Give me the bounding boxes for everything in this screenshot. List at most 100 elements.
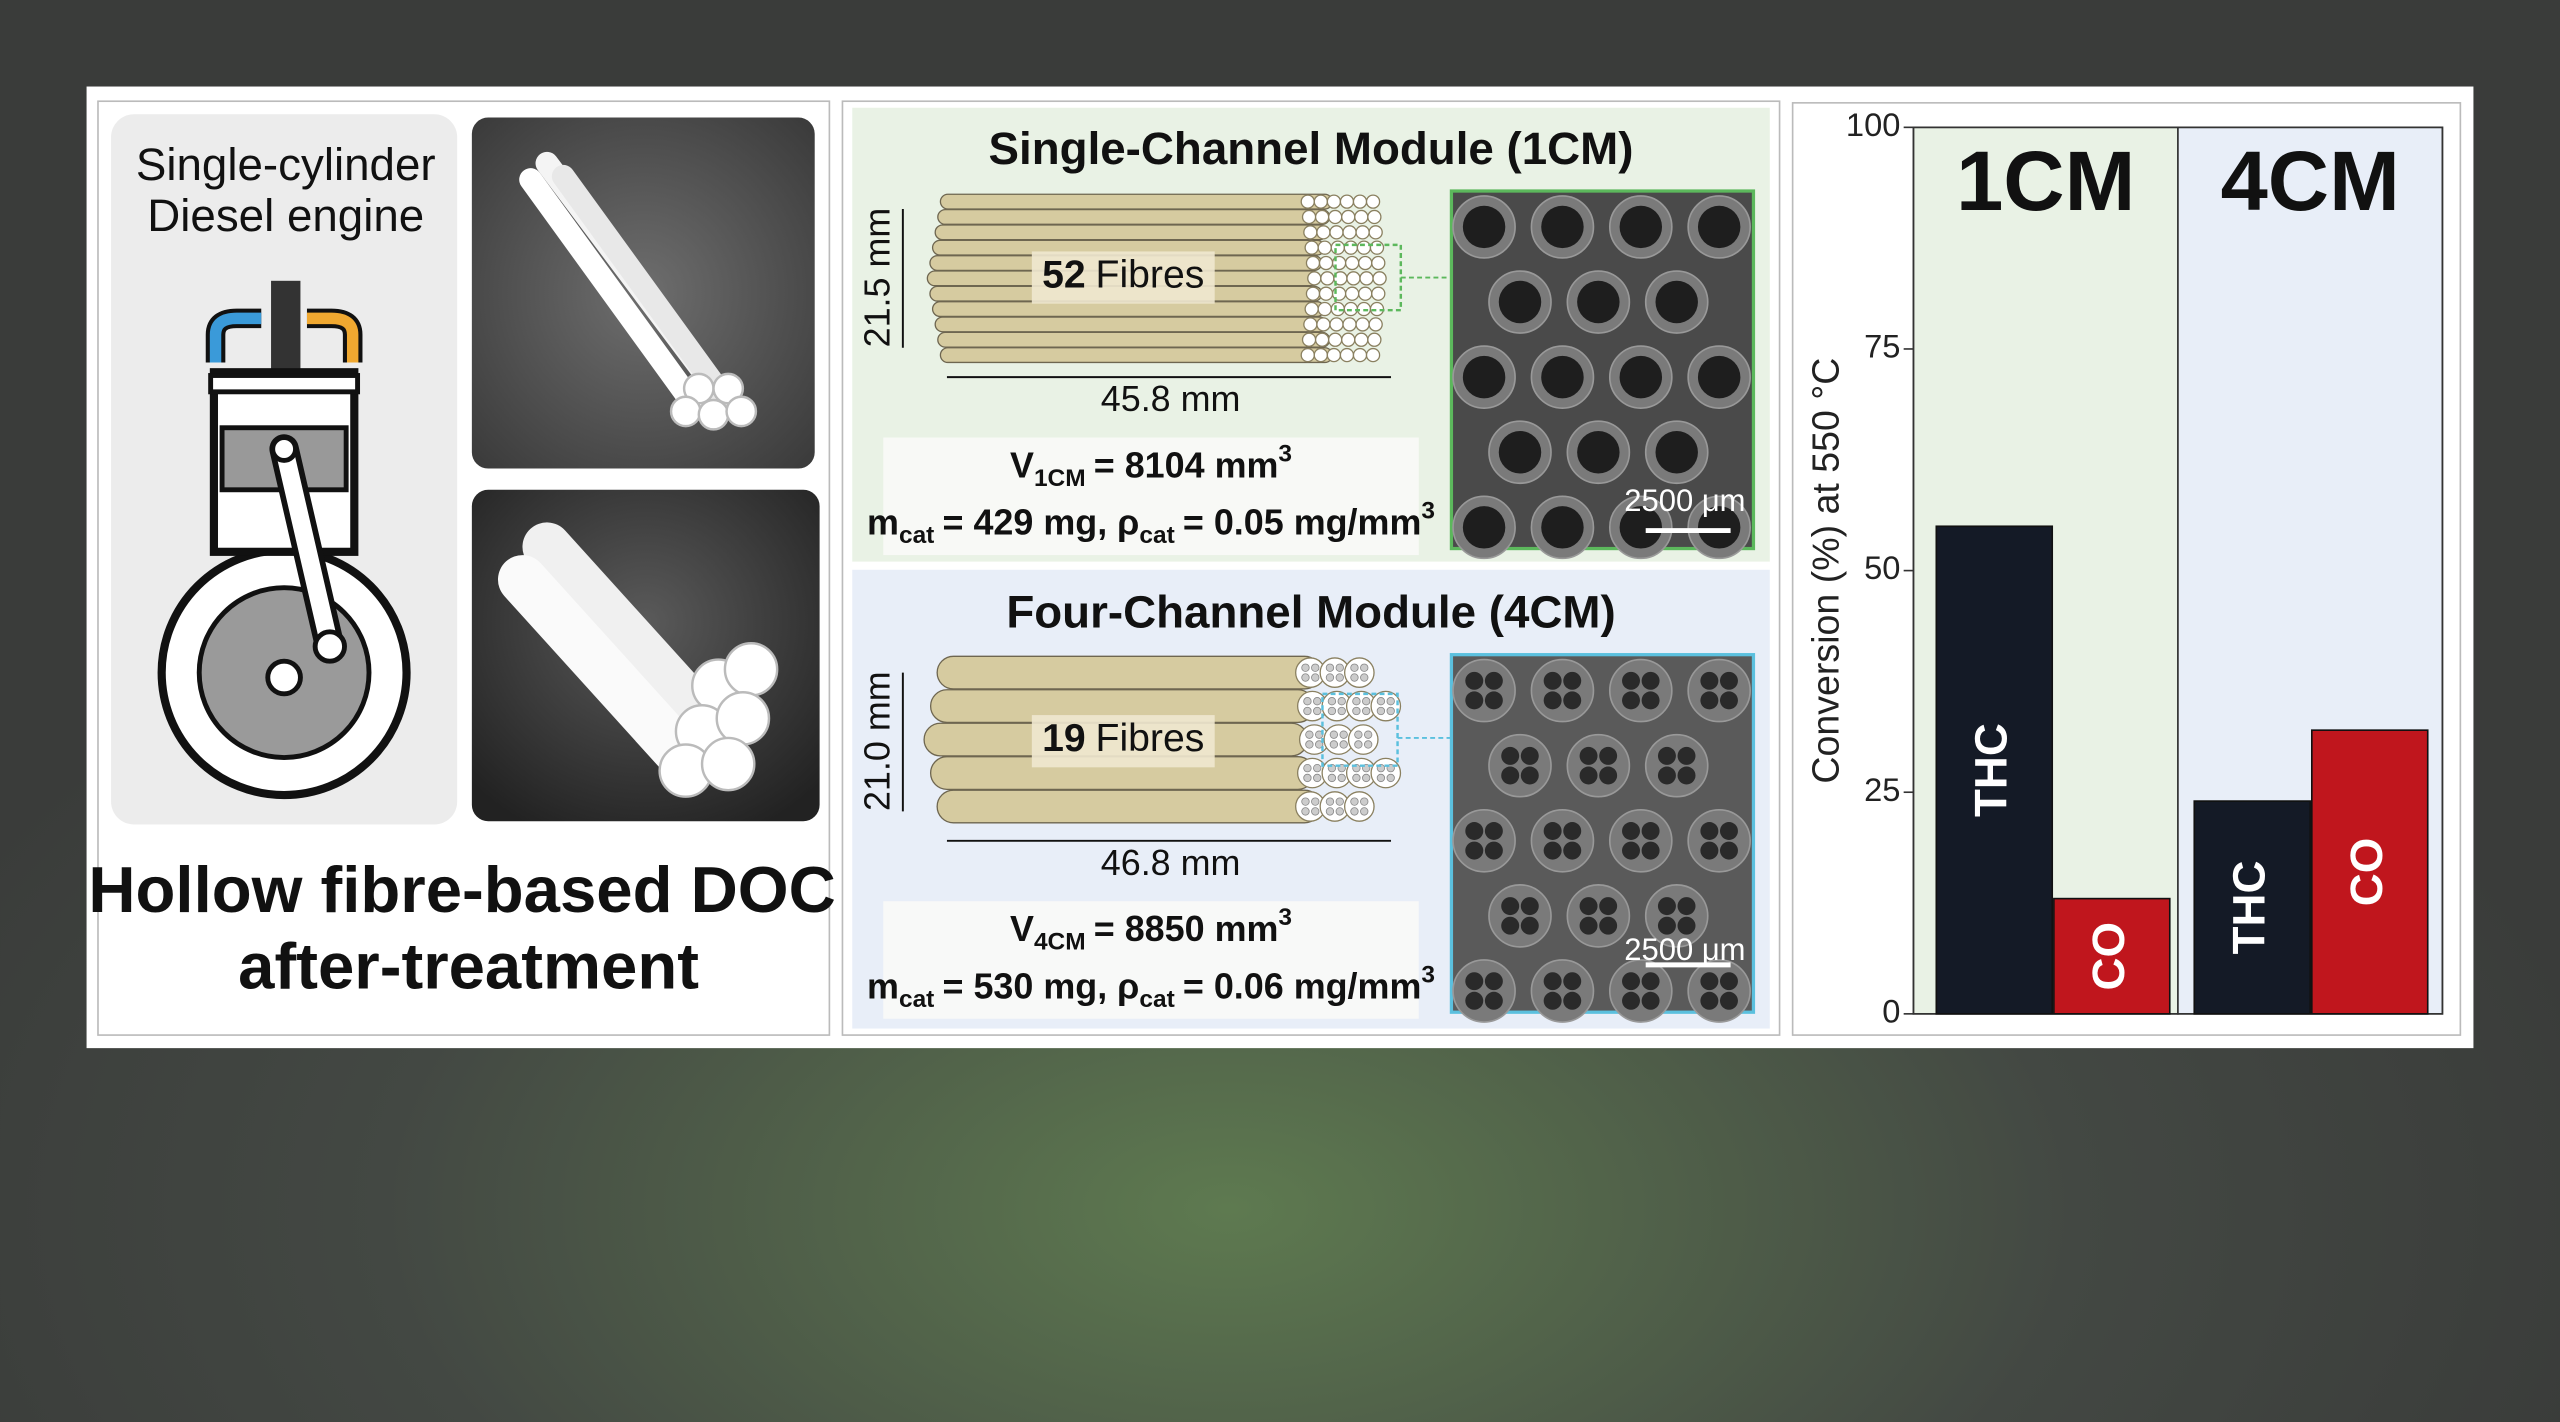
photo-1cm-tubes [519, 151, 758, 431]
sem-pore [1530, 959, 1595, 1023]
sem-lumen [1484, 991, 1503, 1010]
sem-pore [1488, 733, 1552, 798]
fibre-channel [1339, 740, 1348, 749]
fibre-channel [1313, 773, 1322, 783]
fibre-channel [1335, 807, 1344, 816]
fibre-end [1339, 194, 1355, 209]
height-label: 21.0 mm [856, 671, 897, 811]
sem-pore [1687, 658, 1752, 723]
fibre-end [1329, 317, 1344, 332]
fibre-end [1316, 225, 1331, 240]
sem-lumen [1677, 766, 1696, 785]
fibre-end [1329, 225, 1344, 240]
fibre-label: 19 Fibres [1042, 718, 1204, 761]
bar [1935, 525, 2054, 1015]
sem-lumen [1465, 972, 1484, 991]
fibre-channel [1301, 673, 1310, 682]
sem-lumen [1700, 822, 1719, 840]
scale-label: 2500 μm [1624, 932, 1745, 967]
sem-lumen [1622, 972, 1640, 991]
fibre-end [1342, 317, 1357, 332]
sem-pore [1566, 733, 1631, 798]
sem-lumen [1465, 691, 1484, 710]
length-label: 46.8 mm [1101, 842, 1241, 883]
sem-lumen [1465, 822, 1484, 840]
fibre-end [1314, 209, 1330, 225]
sem-lumen [1498, 280, 1542, 324]
sem-lumen [1465, 841, 1484, 860]
sem-lumen [1498, 431, 1542, 474]
fibre-end [1313, 194, 1328, 209]
fibre-channel [1329, 730, 1339, 739]
fibre-channel [1354, 730, 1363, 739]
fibre-channel [1313, 697, 1322, 706]
fibre-end [1347, 724, 1379, 755]
sem-lumen [1543, 691, 1562, 710]
fibre-end [1303, 225, 1318, 240]
fibre-end [1343, 240, 1359, 255]
modules: Single-Channel Module (1CM)52 Fibres21.5 … [856, 123, 1756, 1023]
formula-part: 3 [1278, 441, 1292, 468]
left-title: Hollow fibre-based DOC [88, 853, 835, 926]
fibre-channel [1352, 697, 1361, 706]
formula-part: 3 [1421, 962, 1435, 989]
sem-pore [1608, 808, 1673, 873]
scale-label: 2500 μm [1624, 483, 1745, 518]
fibre-end [1358, 255, 1373, 271]
fibre-end [1355, 225, 1370, 240]
fibre-count: 52 [1042, 254, 1086, 297]
formula-part: V [1010, 909, 1034, 950]
sem-lumen [1697, 506, 1741, 549]
fibre-end [1307, 271, 1322, 286]
sem-lumen [1501, 897, 1520, 916]
formula-box [883, 437, 1419, 556]
sem-lumen [1462, 355, 1506, 399]
fibre-channel [1363, 740, 1373, 749]
formula-box [883, 901, 1419, 1019]
fibre-end [1369, 240, 1385, 255]
fibre-channel [1386, 773, 1395, 783]
fibre-end [1317, 240, 1332, 255]
sem-pore [1566, 884, 1631, 948]
fibre-channel [1352, 773, 1361, 783]
sem-pore [1452, 808, 1516, 873]
fibre-channel [1360, 663, 1369, 672]
module-title: Four-Channel Module (4CM) [1006, 587, 1615, 638]
fibre-channel [1354, 740, 1363, 749]
fibre-end [1352, 347, 1368, 363]
sem-lumen [1719, 991, 1738, 1010]
module-title: Single-Channel Module (1CM) [989, 123, 1634, 174]
bar-label: THC [1965, 723, 2016, 817]
sem-lumen [1501, 916, 1520, 935]
fibre-end [1326, 194, 1342, 209]
fibre-channel [1303, 763, 1312, 773]
fibre-channel [1350, 663, 1359, 672]
sem-lumen [1541, 355, 1584, 399]
fibre-end [1318, 286, 1334, 301]
category-label: 1CM [1956, 133, 2135, 228]
fibre-channel [1329, 740, 1339, 749]
fibre-end [1359, 271, 1374, 286]
sem-lumen [1599, 897, 1618, 916]
sem-lumen [1563, 691, 1582, 710]
fibre-channel [1337, 706, 1346, 716]
engine-icon [157, 280, 411, 800]
sem-lumen [1501, 766, 1520, 785]
engine-label: Single-cylinder [136, 139, 436, 190]
fibre-end [1370, 690, 1402, 722]
fibre-channel [1335, 673, 1344, 682]
fibre-count: 19 [1042, 718, 1086, 761]
formula-part: = 0.05 mg/mm [1183, 502, 1422, 543]
sem-lumen [1484, 841, 1503, 860]
sem-lumen [1619, 506, 1663, 549]
fibre [937, 208, 1331, 225]
sem-pore [1530, 658, 1595, 723]
fibre-end [1343, 791, 1375, 822]
sem-lumen [1577, 431, 1620, 474]
sem-lumen [1520, 897, 1539, 916]
sem-lumen [1622, 991, 1640, 1010]
fibre-label-box [1031, 251, 1215, 304]
sem-lumen [1563, 841, 1582, 860]
sem-lumen [1563, 822, 1582, 840]
